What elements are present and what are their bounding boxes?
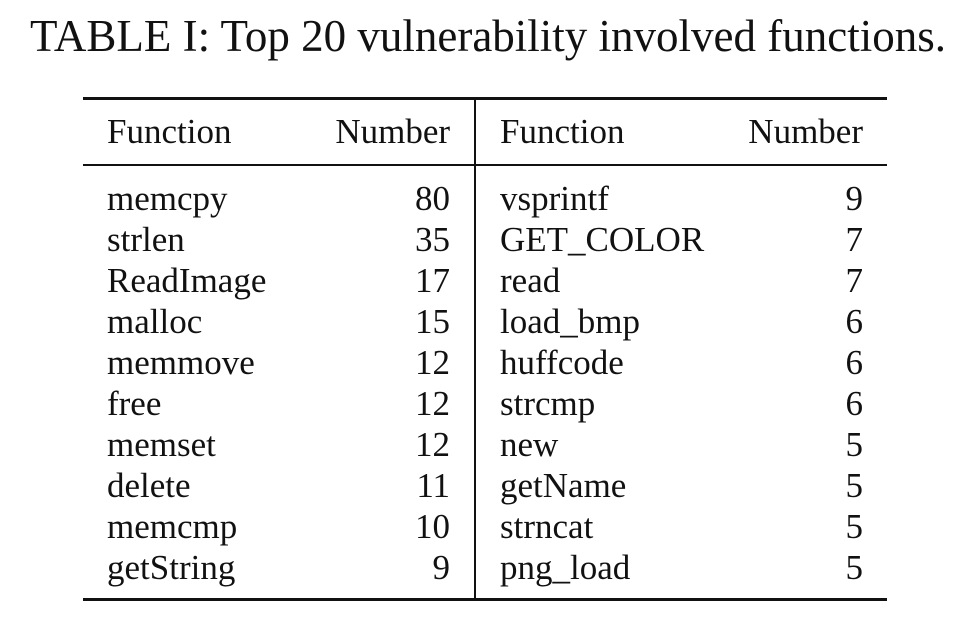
function-count-right: 5 xyxy=(845,548,864,587)
function-count-left: 12 xyxy=(415,343,451,382)
function-name-left: memcpy xyxy=(107,179,228,218)
function-count-left: 15 xyxy=(415,302,451,341)
table-row: delete 11 getName 5 xyxy=(83,465,887,506)
table-row: memset 12 new 5 xyxy=(83,424,887,465)
function-name-left: free xyxy=(107,384,162,423)
function-count-right: 5 xyxy=(845,425,864,464)
function-name-left: memcmp xyxy=(107,507,238,546)
function-count-right: 6 xyxy=(845,343,864,382)
function-count-right: 6 xyxy=(845,384,864,423)
table-row: malloc 15 load_bmp 6 xyxy=(83,301,887,342)
function-name-left: memset xyxy=(107,425,216,464)
function-count-right: 9 xyxy=(845,179,864,218)
table-row: strlen 35 GET_COLOR 7 xyxy=(83,219,887,260)
function-name-left: delete xyxy=(107,466,191,505)
function-count-left: 17 xyxy=(415,261,451,300)
function-count-left: 12 xyxy=(415,384,451,423)
function-name-right: strcmp xyxy=(474,383,736,424)
table-row: memmove 12 huffcode 6 xyxy=(83,342,887,383)
function-name-left: malloc xyxy=(107,302,203,341)
function-count-left: 35 xyxy=(415,220,451,259)
function-name-right: load_bmp xyxy=(474,301,736,342)
function-count-right: 5 xyxy=(845,507,864,546)
header-number-left: Number xyxy=(335,112,451,151)
function-name-right: huffcode xyxy=(474,342,736,383)
function-name-right: strncat xyxy=(474,506,736,547)
function-name-right: vsprintf xyxy=(474,165,736,219)
function-count-right: 6 xyxy=(845,302,864,341)
function-count-right: 7 xyxy=(845,220,864,259)
table-body: memcpy 80 vsprintf 9 strlen 35 GET_COLOR 7 ReadI… xyxy=(83,165,887,600)
function-name-right: read xyxy=(474,260,736,301)
header-function-right: Function xyxy=(474,98,736,165)
table-row: memcmp 10 strncat 5 xyxy=(83,506,887,547)
table-caption: TABLE I: Top 20 vulnerability involved f… xyxy=(29,11,947,61)
table-row: ReadImage 17 read 7 xyxy=(83,260,887,301)
function-count-left: 80 xyxy=(415,179,451,218)
function-name-left: strlen xyxy=(107,220,185,259)
header-number-right: Number xyxy=(748,112,863,151)
table-row: memcpy 80 vsprintf 9 xyxy=(83,165,887,219)
function-count-left: 12 xyxy=(415,425,451,464)
header-function-left: Function xyxy=(107,112,232,151)
table-row: getString 9 png_load 5 xyxy=(83,547,887,600)
data-table: Function Number Function Number memcpy 80… xyxy=(83,97,887,601)
function-name-left: getString xyxy=(107,548,236,587)
function-name-right: new xyxy=(474,424,736,465)
function-name-left: ReadImage xyxy=(107,261,267,300)
function-count-left: 10 xyxy=(415,507,451,546)
function-count-right: 7 xyxy=(845,261,864,300)
function-count-left: 11 xyxy=(416,466,451,505)
function-name-right: png_load xyxy=(474,547,736,600)
functions-table: Function Number Function Number memcpy 80… xyxy=(83,97,887,601)
table-row: free 12 strcmp 6 xyxy=(83,383,887,424)
function-count-right: 5 xyxy=(845,466,864,505)
function-count-left: 9 xyxy=(432,548,451,587)
function-name-left: memmove xyxy=(107,343,255,382)
function-name-right: GET_COLOR xyxy=(474,219,736,260)
function-name-right: getName xyxy=(474,465,736,506)
table-header-row: Function Number Function Number xyxy=(83,98,887,165)
